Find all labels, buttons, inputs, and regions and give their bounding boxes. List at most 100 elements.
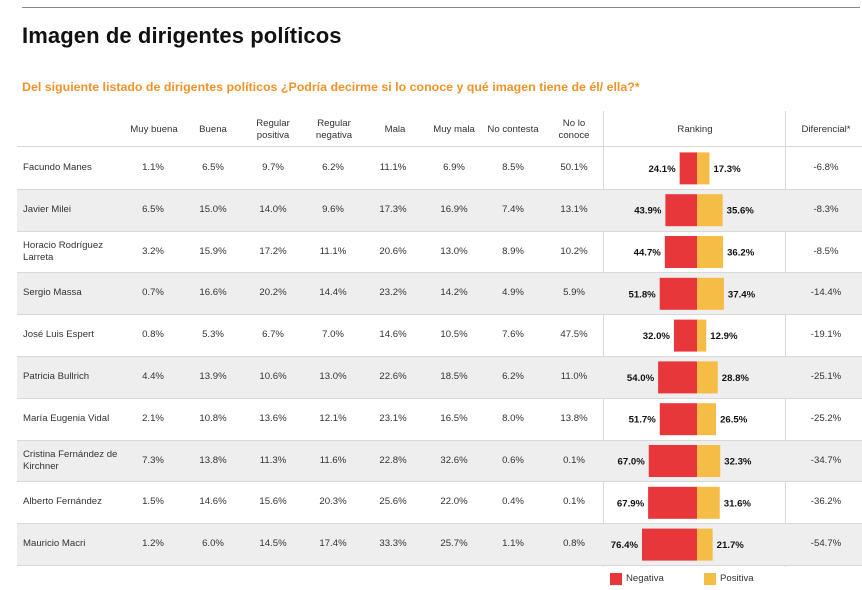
cell-mala: 23.2% — [379, 287, 407, 299]
cell-diferencial: -25.2% — [810, 412, 842, 424]
row-name: María Eugenia Vidal — [23, 412, 110, 424]
cell-regular-positiva: 9.7% — [262, 162, 284, 173]
cell-no-contesta: 7.4% — [502, 203, 524, 215]
legend-swatch-positiva — [704, 573, 716, 585]
row-divider — [17, 481, 862, 483]
column-divider-ranking — [603, 111, 604, 567]
header-diferencial: Diferencial* — [801, 124, 851, 135]
cell-buena: 16.6% — [199, 287, 227, 299]
header-mala: Mala — [384, 124, 406, 135]
header-muy-mala: Muy mala — [433, 124, 475, 135]
cell-regular-positiva: 17.2% — [259, 245, 287, 257]
cell-mala: 14.6% — [379, 329, 407, 341]
bar-negativa — [659, 403, 697, 436]
cell-diferencial: -19.1% — [810, 329, 842, 341]
bar-positiva — [697, 486, 720, 519]
bar-positiva — [697, 152, 710, 185]
cell-regular-negativa: 12.1% — [319, 412, 347, 424]
bar-positiva — [697, 319, 707, 352]
bar-negativa — [679, 152, 697, 185]
row-name: Horacio Rodríguez Larreta — [23, 239, 103, 263]
cell-buena: 6.5% — [202, 162, 224, 173]
cell-muy-buena: 0.7% — [142, 287, 164, 299]
row-divider — [17, 272, 862, 274]
data-label-negativa: 76.4% — [611, 540, 639, 551]
cell-muy-buena: 6.5% — [142, 203, 164, 215]
cell-no-contesta: 1.1% — [502, 538, 524, 550]
cell-muy-mala: 16.5% — [440, 412, 468, 424]
page-title: Imagen de dirigentes políticos — [22, 23, 342, 48]
bar-negativa — [648, 486, 697, 519]
data-label-positiva: 32.3% — [724, 457, 752, 468]
cell-mala: 33.3% — [379, 538, 407, 550]
cell-mala: 11.1% — [379, 162, 407, 173]
bar-negativa — [648, 445, 697, 477]
header-no-contesta: No contesta — [487, 124, 539, 135]
cell-mala: 17.3% — [379, 203, 407, 215]
cell-no-contesta: 4.9% — [502, 287, 524, 299]
cell-buena: 10.8% — [199, 412, 227, 424]
cell-regular-positiva: 10.6% — [259, 371, 287, 382]
cell-diferencial: -25.1% — [810, 371, 842, 382]
data-label-negativa: 43.9% — [634, 206, 662, 217]
data-label-positiva: 26.5% — [720, 415, 748, 426]
cell-regular-positiva: 15.6% — [259, 496, 287, 508]
cell-mala: 22.6% — [379, 371, 407, 382]
bar-negativa — [664, 236, 697, 268]
row-name: Alberto Fernández — [23, 496, 102, 508]
row-name: Cristina Fernández de Kirchner — [23, 448, 118, 472]
header-regular-negativa: Regular negativa — [315, 118, 353, 141]
legend-label-positiva: Positiva — [720, 573, 754, 584]
cell-mala: 20.6% — [379, 245, 407, 257]
cell-muy-buena: 1.5% — [142, 496, 164, 508]
cell-no-lo-conoce: 13.1% — [560, 203, 588, 215]
header-no-lo-conoce: No lo conoce — [558, 118, 590, 141]
cell-regular-negativa: 6.2% — [322, 162, 344, 173]
cell-no-contesta: 8.9% — [502, 245, 524, 257]
cell-no-lo-conoce: 0.1% — [563, 496, 585, 508]
row-name: José Luis Espert — [23, 329, 94, 341]
data-label-negativa: 54.0% — [627, 373, 655, 384]
bar-negativa — [658, 361, 697, 394]
cell-regular-negativa: 9.6% — [322, 203, 344, 215]
cell-regular-negativa: 14.4% — [319, 287, 347, 299]
row-divider — [17, 314, 862, 316]
cell-no-lo-conoce: 11.0% — [560, 371, 588, 382]
cell-no-contesta: 7.6% — [502, 329, 524, 341]
data-label-negativa: 67.9% — [617, 498, 645, 509]
cell-no-lo-conoce: 0.1% — [563, 454, 585, 466]
cell-buena: 14.6% — [199, 496, 227, 508]
data-label-positiva: 31.6% — [724, 498, 752, 509]
cell-regular-positiva: 20.2% — [259, 287, 287, 299]
cell-regular-negativa: 13.0% — [319, 371, 347, 382]
cell-regular-negativa: 11.1% — [319, 245, 347, 257]
row-divider — [17, 397, 862, 399]
cell-diferencial: -54.7% — [810, 538, 842, 550]
bar-positiva — [697, 361, 718, 394]
cell-no-contesta: 0.6% — [502, 454, 524, 466]
cell-diferencial: -14.4% — [810, 287, 842, 299]
row-divider — [17, 523, 862, 525]
cell-buena: 13.8% — [199, 454, 227, 466]
bar-positiva — [697, 236, 724, 268]
row-shading — [17, 440, 862, 482]
bar-positiva — [697, 445, 721, 477]
cell-no-contesta: 0.4% — [502, 496, 524, 508]
cell-no-contesta: 6.2% — [502, 371, 524, 382]
row-name: Sergio Massa — [23, 287, 82, 299]
row-divider — [17, 230, 862, 232]
data-label-negativa: 44.7% — [634, 248, 662, 259]
data-label-positiva: 35.6% — [727, 206, 755, 217]
cell-no-contesta: 8.0% — [502, 412, 524, 424]
row-shading — [17, 524, 862, 565]
cell-no-lo-conoce: 5.9% — [563, 287, 585, 299]
question-subtitle: Del siguiente listado de dirigentes polí… — [22, 80, 640, 94]
data-label-positiva: 17.3% — [713, 164, 741, 175]
column-divider-diferencial — [785, 111, 786, 567]
bar-negativa — [641, 528, 697, 561]
cell-regular-negativa: 17.4% — [319, 538, 347, 550]
cell-regular-positiva: 11.3% — [259, 454, 287, 466]
header-ranking: Ranking — [677, 124, 713, 135]
row-name: Mauricio Macri — [23, 538, 86, 550]
